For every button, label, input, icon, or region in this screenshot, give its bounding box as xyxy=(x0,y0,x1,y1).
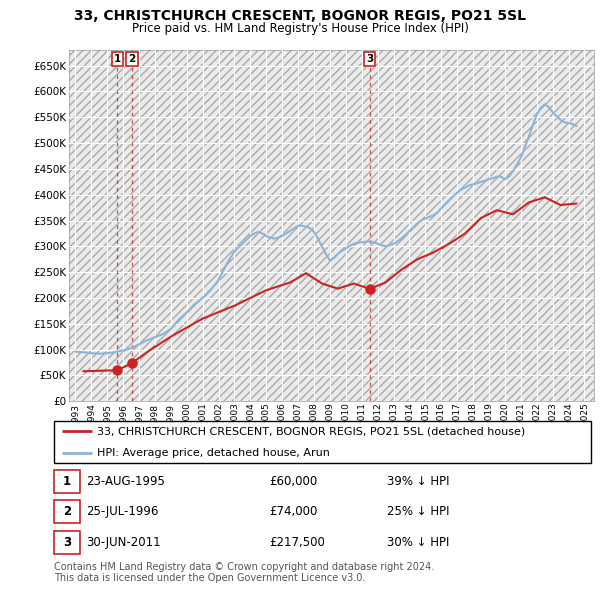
Text: 1: 1 xyxy=(63,475,71,488)
Text: 2: 2 xyxy=(63,505,71,519)
Text: 25-JUL-1996: 25-JUL-1996 xyxy=(86,505,158,519)
Text: 3: 3 xyxy=(63,536,71,549)
Text: 23-AUG-1995: 23-AUG-1995 xyxy=(86,475,165,488)
Text: 1: 1 xyxy=(114,54,121,64)
FancyBboxPatch shape xyxy=(54,531,80,554)
Text: 2: 2 xyxy=(128,54,136,64)
Text: 33, CHRISTCHURCH CRESCENT, BOGNOR REGIS, PO21 5SL: 33, CHRISTCHURCH CRESCENT, BOGNOR REGIS,… xyxy=(74,9,526,23)
Text: 25% ↓ HPI: 25% ↓ HPI xyxy=(387,505,449,519)
Text: 39% ↓ HPI: 39% ↓ HPI xyxy=(387,475,449,488)
Text: Contains HM Land Registry data © Crown copyright and database right 2024.
This d: Contains HM Land Registry data © Crown c… xyxy=(54,562,434,584)
Text: 3: 3 xyxy=(366,54,373,64)
Text: 33, CHRISTCHURCH CRESCENT, BOGNOR REGIS, PO21 5SL (detached house): 33, CHRISTCHURCH CRESCENT, BOGNOR REGIS,… xyxy=(97,427,525,436)
Text: 30-JUN-2011: 30-JUN-2011 xyxy=(86,536,161,549)
Text: £74,000: £74,000 xyxy=(269,505,317,519)
FancyBboxPatch shape xyxy=(54,470,80,493)
Text: £60,000: £60,000 xyxy=(269,475,317,488)
Text: Price paid vs. HM Land Registry's House Price Index (HPI): Price paid vs. HM Land Registry's House … xyxy=(131,22,469,35)
Text: HPI: Average price, detached house, Arun: HPI: Average price, detached house, Arun xyxy=(97,448,330,457)
Text: £217,500: £217,500 xyxy=(269,536,325,549)
FancyBboxPatch shape xyxy=(54,500,80,523)
Text: 30% ↓ HPI: 30% ↓ HPI xyxy=(387,536,449,549)
